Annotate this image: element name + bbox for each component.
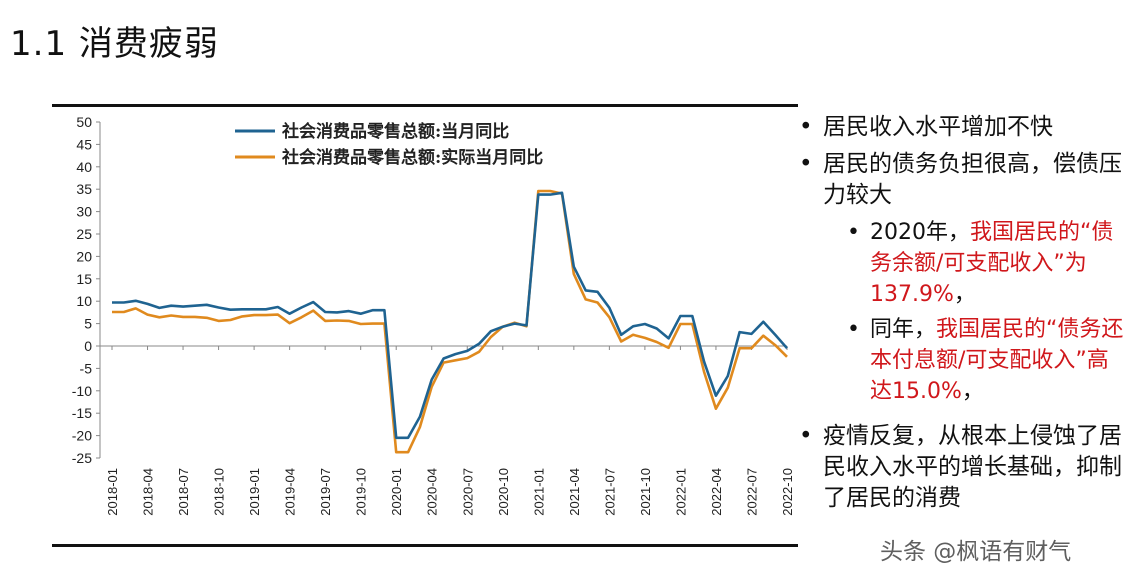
x-tick-label: 2021-07 bbox=[602, 468, 617, 516]
sub-bullet-punct: ， bbox=[953, 282, 976, 307]
y-tick-label: 10 bbox=[76, 293, 92, 309]
sub-bullet-text: 2020年， bbox=[870, 220, 970, 245]
y-tick-label: 50 bbox=[76, 114, 92, 130]
y-tick-label: 30 bbox=[76, 204, 92, 220]
sub-bullet-punct: ， bbox=[961, 379, 984, 404]
y-tick-label: 40 bbox=[76, 159, 92, 175]
x-tick-label: 2021-10 bbox=[638, 468, 653, 516]
bullet-debt: 居民的债务负担很高，偿债压力较大 bbox=[795, 149, 1130, 211]
y-tick-label: 20 bbox=[76, 248, 92, 264]
x-tick-label: 2018-10 bbox=[212, 468, 227, 516]
x-tick-label: 2022-04 bbox=[709, 468, 724, 516]
y-tick-label: -15 bbox=[72, 405, 92, 421]
sub-bullet-highlight: 我国居民的“债务余额/可支配收入”为137.9% bbox=[870, 220, 1114, 307]
x-tick-label: 2020-04 bbox=[425, 468, 440, 516]
slide-title: 1.1 消费疲弱 bbox=[10, 24, 219, 64]
x-tick-label: 2022-10 bbox=[780, 468, 795, 516]
y-tick-label: 5 bbox=[84, 316, 92, 332]
y-tick-label: 25 bbox=[76, 226, 92, 242]
legend-label: 社会消费品零售总额:当月同比 bbox=[281, 121, 509, 142]
y-tick-label: -25 bbox=[72, 450, 92, 466]
x-tick-label: 2019-07 bbox=[318, 468, 333, 516]
y-tick-label: 35 bbox=[76, 181, 92, 197]
y-tick-label: -10 bbox=[72, 383, 92, 399]
bullet-list: 居民收入水平增加不快 居民的债务负担很高，偿债压力较大 2020年，我国居民的“… bbox=[795, 112, 1130, 520]
legend-label: 社会消费品零售总额:实际当月同比 bbox=[281, 147, 543, 168]
y-tick-label: -5 bbox=[80, 360, 93, 376]
x-tick-label: 2021-01 bbox=[531, 468, 546, 516]
line-chart: 50454035302520151050-5-10-15-20-252018-0… bbox=[72, 114, 795, 516]
x-tick-label: 2020-01 bbox=[389, 468, 404, 516]
series-line-nominal bbox=[112, 191, 788, 440]
bullet-pandemic: 疫情反复，从根本上侵蚀了居民收入水平的增长基础，抑制了居民的消费 bbox=[795, 421, 1130, 514]
series-line-real bbox=[112, 189, 788, 454]
x-tick-label: 2022-01 bbox=[673, 468, 688, 516]
sub-bullet-highlight: 我国居民的“债务还本付息额/可支配收入”高达15.0% bbox=[870, 317, 1124, 404]
x-tick-label: 2018-07 bbox=[176, 468, 191, 516]
y-tick-label: 15 bbox=[76, 271, 92, 287]
x-tick-label: 2022-07 bbox=[744, 468, 759, 516]
x-tick-label: 2019-04 bbox=[283, 468, 298, 516]
top-rule bbox=[52, 104, 798, 107]
watermark: 头条 @枫语有财气 bbox=[880, 539, 1072, 565]
sub-bullet-debt-ratio: 2020年，我国居民的“债务余额/可支配收入”为137.9%， bbox=[795, 217, 1130, 310]
sub-bullet-text: 同年， bbox=[870, 317, 937, 342]
x-tick-label: 2020-10 bbox=[496, 468, 511, 516]
x-tick-label: 2018-04 bbox=[141, 468, 156, 516]
y-tick-label: -20 bbox=[72, 428, 92, 444]
x-tick-label: 2019-10 bbox=[354, 468, 369, 516]
bottom-rule bbox=[52, 544, 798, 547]
bullet-income: 居民收入水平增加不快 bbox=[795, 112, 1130, 143]
y-tick-label: 0 bbox=[84, 338, 92, 354]
x-tick-label: 2019-01 bbox=[247, 468, 262, 516]
x-tick-label: 2020-07 bbox=[460, 468, 475, 516]
x-tick-label: 2021-04 bbox=[567, 468, 582, 516]
x-tick-label: 2018-01 bbox=[105, 468, 120, 516]
y-tick-label: 45 bbox=[76, 136, 92, 152]
sub-bullet-debt-service: 同年，我国居民的“债务还本付息额/可支配收入”高达15.0%， bbox=[795, 314, 1130, 407]
